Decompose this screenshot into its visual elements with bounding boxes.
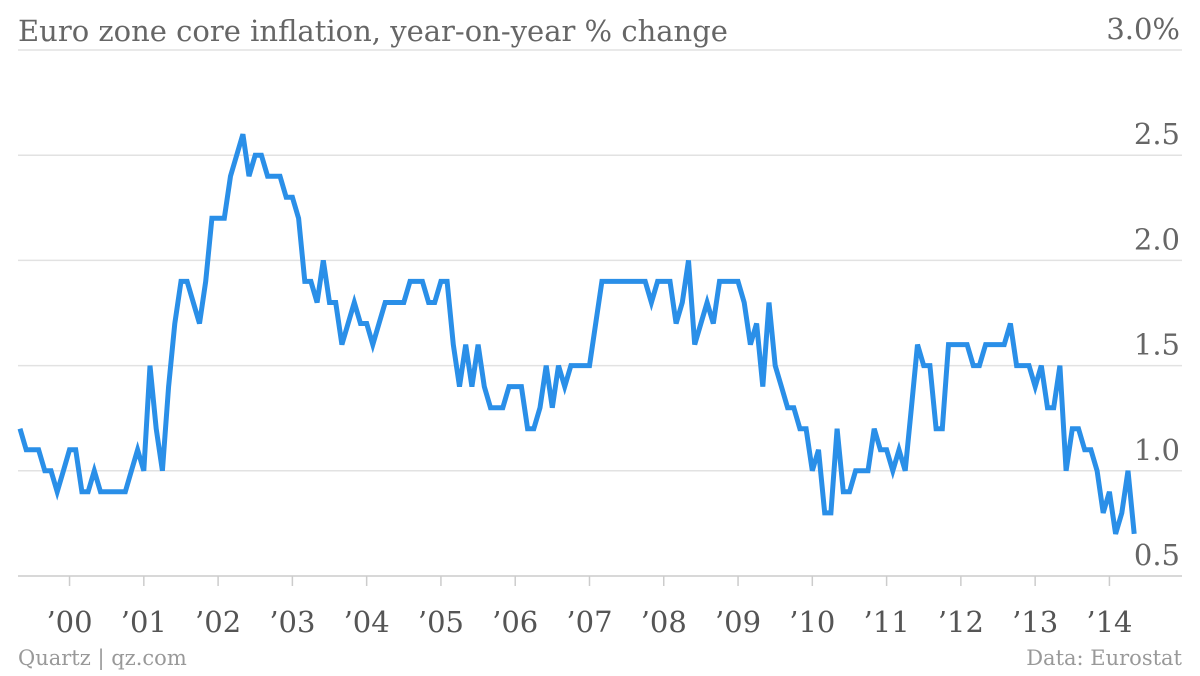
- source-credit: Quartz | qz.com: [18, 646, 187, 670]
- x-tick-label: ’14: [1086, 605, 1132, 639]
- x-tick-label: ’07: [566, 605, 612, 639]
- x-tick-label: ’00: [46, 605, 92, 639]
- y-tick-label: 3.0%: [1106, 12, 1180, 46]
- x-axis-labels: ’00 ’01 ’02 ’03 ’04 ’05 ’06 ’07 ’08 ’09 ’10 ’11 ’12 ’…: [46, 605, 1132, 639]
- x-tick-label: ’09: [715, 605, 761, 639]
- x-tick-label: ’01: [121, 605, 167, 639]
- x-tick-label: ’10: [789, 605, 835, 639]
- series-line: [17, 133, 1137, 535]
- x-tick-label: ’06: [492, 605, 538, 639]
- x-tick-label: ’11: [864, 605, 910, 639]
- x-tick-label: ’12: [938, 605, 984, 639]
- data-source: Data: Eurostat: [1026, 646, 1182, 670]
- x-tick-label: ’05: [418, 605, 464, 639]
- y-tick-label: 2.0: [1134, 222, 1180, 256]
- x-tick-label: ’13: [1012, 605, 1058, 639]
- chart-title: Euro zone core inflation, year-on-year %…: [18, 14, 728, 48]
- y-tick-label: 0.5: [1134, 538, 1180, 572]
- x-axis-ticks: [68, 576, 1111, 586]
- y-tick-label: 2.5: [1134, 117, 1180, 151]
- x-tick-label: ’04: [344, 605, 390, 639]
- x-tick-label: ’03: [269, 605, 315, 639]
- x-tick-label: ’08: [641, 605, 687, 639]
- gridlines: [18, 49, 1182, 577]
- y-axis-labels: 3.0% 2.5 2.0 1.5 1.0 0.5: [1106, 12, 1180, 572]
- y-tick-label: 1.0: [1134, 433, 1180, 467]
- x-tick-label: ’02: [195, 605, 241, 639]
- y-tick-label: 1.5: [1134, 328, 1180, 362]
